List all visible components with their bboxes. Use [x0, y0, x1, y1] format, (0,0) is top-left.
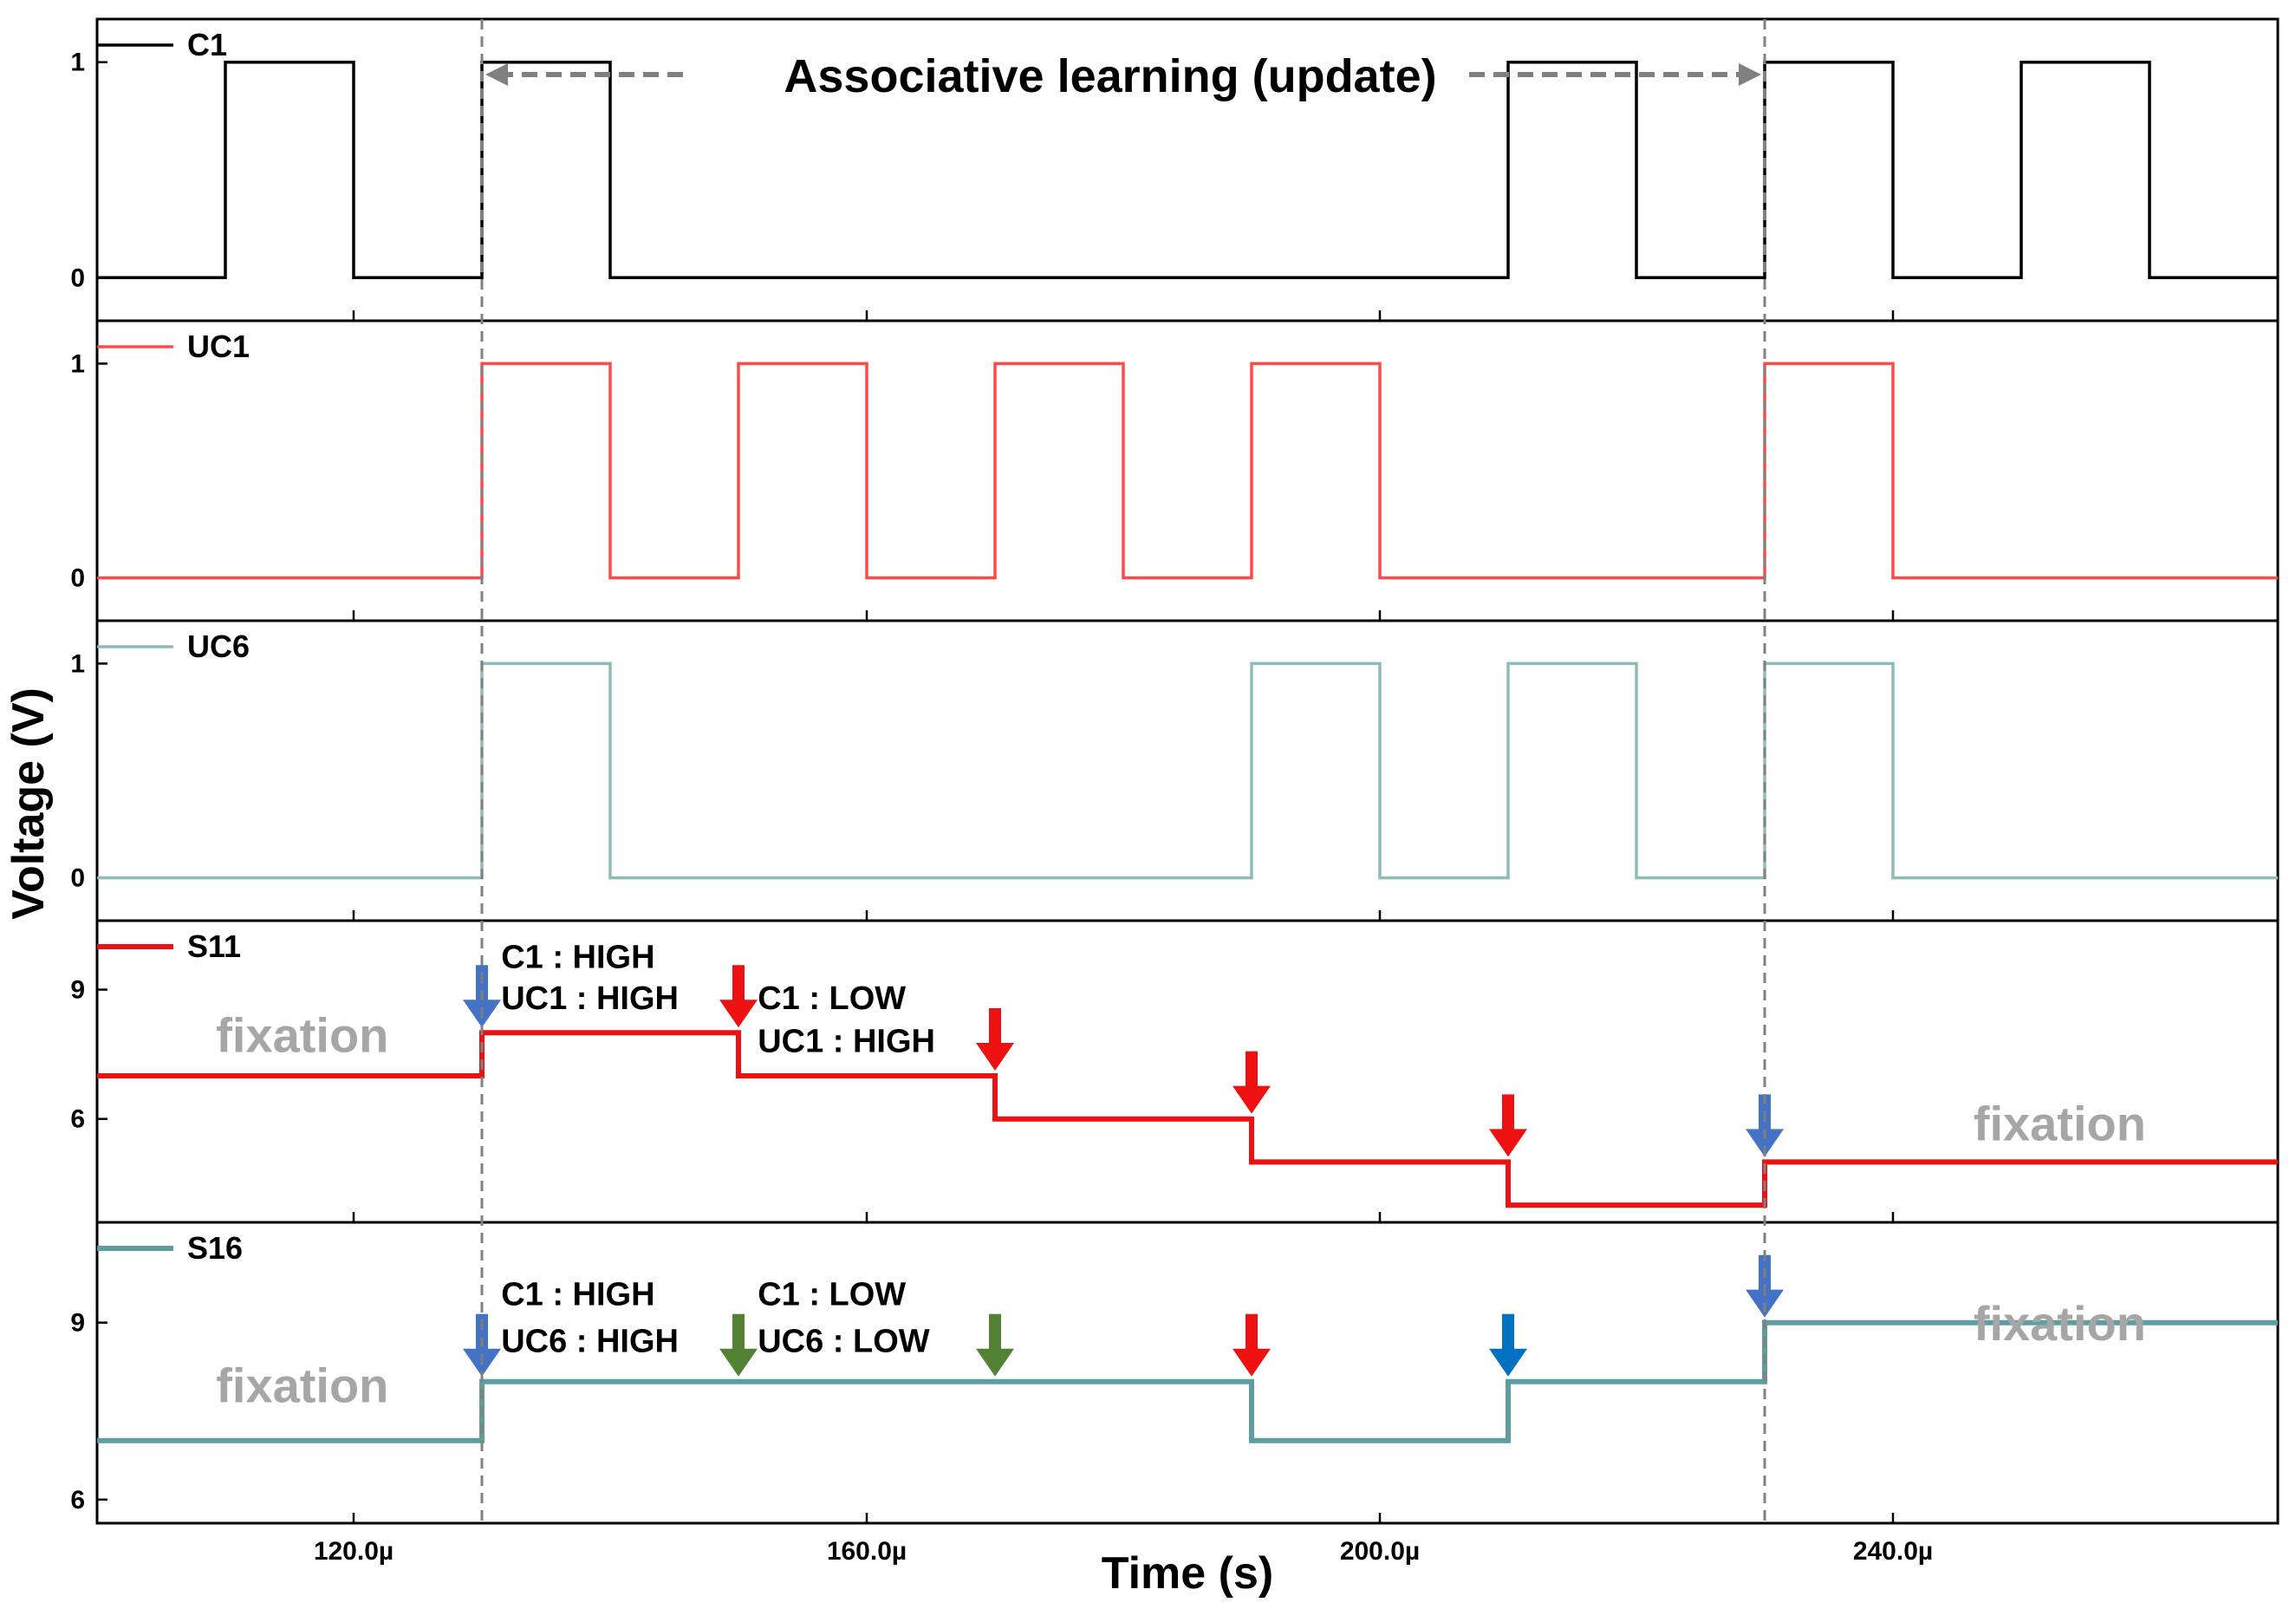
- arrow-shaft: [732, 965, 745, 1002]
- x-axis-label: Time (s): [1102, 1548, 1273, 1599]
- title-arrow-left-head: [485, 63, 508, 86]
- state-annotation: C1 : HIGH: [501, 940, 654, 976]
- arrow-shaft: [1246, 1313, 1258, 1351]
- arrow-head: [1489, 1129, 1527, 1157]
- state-annotation: UC1 : HIGH: [758, 1024, 935, 1060]
- chart-title-group: Associative learning (update): [485, 50, 1761, 102]
- fixation-label: fixation: [1974, 1097, 2146, 1151]
- y-tick-label: 1: [70, 649, 85, 678]
- arrow-shaft: [1502, 1313, 1514, 1351]
- legend-label: C1: [187, 27, 227, 62]
- y-tick-label: 1: [70, 49, 85, 77]
- x-tick-label: 240.0µ: [1853, 1537, 1933, 1566]
- state-annotation: UC1 : HIGH: [501, 980, 679, 1017]
- legend-label: S16: [187, 1230, 243, 1266]
- y-axis-label: Voltage (V): [3, 687, 54, 920]
- panel-uc6: 0 1 UC6: [70, 619, 2280, 922]
- arrow-head: [1746, 1129, 1784, 1157]
- chart-title: Associative learning (update): [784, 50, 1436, 102]
- arrow-shaft: [476, 1313, 488, 1351]
- series-line-s16: [97, 1319, 2278, 1443]
- legend-label: UC6: [187, 629, 250, 664]
- panel-frame: [95, 319, 2280, 622]
- panel-s11: 6 9 S11: [70, 919, 2280, 1224]
- arrow-head: [1489, 1348, 1527, 1377]
- arrow-marker: [1489, 1094, 1527, 1157]
- event-markers: [480, 19, 1766, 1523]
- arrow-marker: [719, 1313, 758, 1377]
- arrow-shaft: [732, 1313, 745, 1351]
- x-tick-label: 120.0µ: [314, 1537, 394, 1566]
- panels: 0 1 C1 0 1 UC1 0 1 UC6 6 9 S11 6 9 S16 C1 : HIGH UC1 : H…: [70, 17, 2280, 1525]
- series-line-uc1: [97, 362, 2278, 580]
- fixation-label: fixation: [216, 1358, 388, 1413]
- arrow-shaft: [1502, 1094, 1514, 1131]
- y-tick-label: 9: [70, 1309, 85, 1338]
- arrow-shaft: [989, 1313, 1001, 1351]
- title-arrow-right-head: [1739, 63, 1761, 86]
- state-annotation: C1 : HIGH: [501, 1276, 654, 1313]
- fixation-label: fixation: [216, 1008, 388, 1063]
- arrow-head: [976, 1348, 1014, 1377]
- state-annotation: UC6 : LOW: [758, 1324, 930, 1360]
- legend-label: S11: [187, 928, 241, 964]
- y-tick-label: 6: [70, 1105, 85, 1134]
- arrow-marker: [976, 1007, 1014, 1071]
- arrow-shaft: [476, 965, 488, 1002]
- arrow-marker: [1233, 1313, 1271, 1377]
- panel-frame: [95, 619, 2280, 922]
- y-tick-label: 0: [70, 864, 85, 893]
- y-tick-label: 0: [70, 564, 85, 593]
- y-tick-label: 6: [70, 1486, 85, 1515]
- state-annotation: C1 : LOW: [758, 1276, 906, 1313]
- panel-uc1: 0 1 UC1: [70, 319, 2280, 622]
- y-tick-label: 1: [70, 349, 85, 378]
- legend-label: UC1: [187, 329, 250, 364]
- series-line-s11: [97, 1030, 2278, 1208]
- panel-frame: [95, 919, 2280, 1224]
- arrow-head: [1233, 1085, 1271, 1114]
- arrow-head: [976, 1042, 1014, 1071]
- arrow-shaft: [1246, 1051, 1258, 1088]
- x-tick-label: 160.0µ: [827, 1537, 907, 1566]
- series-line-uc6: [97, 661, 2278, 880]
- x-tick-label: 200.0µ: [1340, 1537, 1420, 1566]
- y-tick-label: 0: [70, 264, 85, 292]
- arrow-marker: [1489, 1313, 1527, 1377]
- arrow-shaft: [989, 1007, 1001, 1045]
- arrow-head: [719, 1348, 758, 1377]
- arrow-head: [1233, 1348, 1271, 1377]
- state-annotation: C1 : LOW: [758, 980, 906, 1017]
- arrow-head: [719, 1000, 758, 1028]
- series-line-c1: [97, 60, 2278, 280]
- arrow-marker: [719, 965, 758, 1028]
- y-tick-label: 9: [70, 976, 85, 1005]
- fixation-label: fixation: [1974, 1296, 2146, 1351]
- arrow-marker: [976, 1313, 1014, 1377]
- x-axis: 120.0µ 160.0µ 200.0µ 240.0µ: [314, 1537, 1933, 1566]
- arrow-marker: [1233, 1051, 1271, 1114]
- panel-frame: [95, 1221, 2280, 1525]
- state-annotation: UC6 : HIGH: [501, 1324, 679, 1360]
- panel-s16: 6 9 S16: [70, 1221, 2280, 1525]
